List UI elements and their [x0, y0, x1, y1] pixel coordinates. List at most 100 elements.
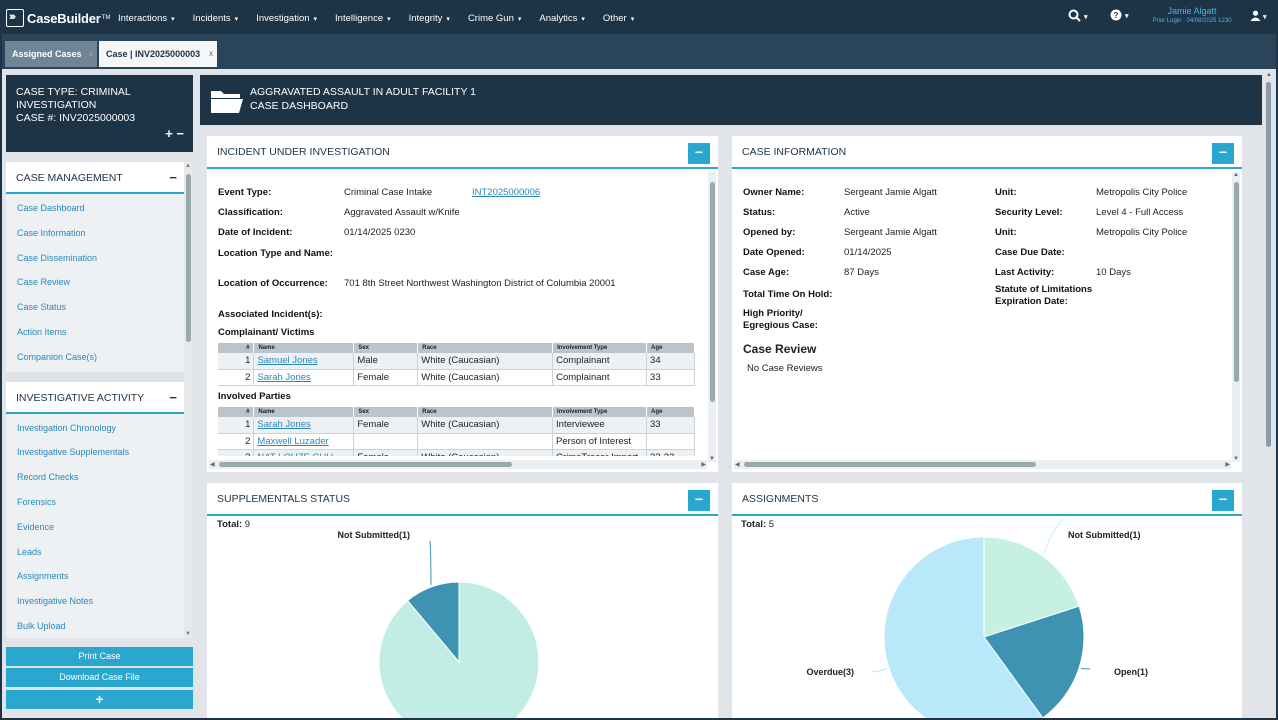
case-management-header[interactable]: CASE MANAGEMENT −	[6, 162, 193, 194]
sidebar-scrollbar[interactable]: ▲ ▼	[184, 162, 193, 638]
cell-type: Complainant	[552, 353, 648, 370]
minimize-button[interactable]: −	[688, 490, 710, 511]
main-scrollbar[interactable]: ▲	[1264, 72, 1274, 718]
sidebar-item-case-review[interactable]: Case Review	[17, 277, 71, 288]
scroll-up-icon[interactable]: ▲	[1266, 72, 1272, 78]
download-case-file-button[interactable]: Download Case File	[6, 668, 193, 687]
person-link[interactable]: Sarah Jones	[257, 419, 311, 431]
folder-icon	[211, 91, 243, 113]
cell-n: 1	[218, 417, 255, 434]
panel-vertical-scrollbar[interactable]: ▲ ▼	[1232, 172, 1240, 462]
case-info-label: Opened by:	[743, 227, 796, 238]
menu-crime-gun[interactable]: Crime Gun ▾	[468, 13, 521, 24]
sidebar-item-forensics[interactable]: Forensics	[17, 496, 57, 507]
menu-label: Interactions	[118, 12, 168, 24]
menu-integrity[interactable]: Integrity ▾	[409, 13, 450, 24]
search-menu[interactable]: ▾	[1068, 9, 1088, 25]
panel-vertical-scrollbar[interactable]: ▼	[708, 172, 716, 462]
person-link[interactable]: Maxwell Luzader	[257, 435, 329, 447]
case-info-label: Case Due Date:	[995, 247, 1065, 258]
case-info-value: Level 4 - Full Access	[1096, 207, 1184, 218]
scroll-right-icon[interactable]: ▶	[701, 462, 706, 468]
person-link[interactable]: Samuel Jones	[257, 355, 318, 367]
pie-slice[interactable]	[983, 536, 1080, 638]
person-link[interactable]: Sarah Jones	[257, 371, 311, 383]
scroll-right-icon[interactable]: ▶	[1225, 462, 1230, 468]
cell-race: White (Caucasian)	[417, 353, 554, 370]
pie-slice[interactable]	[883, 536, 1044, 720]
minimize-button[interactable]: −	[688, 143, 710, 164]
menu-intelligence[interactable]: Intelligence ▾	[335, 13, 391, 24]
cell-sex: Male	[353, 353, 419, 370]
scroll-down-icon[interactable]: ▼	[1233, 456, 1239, 462]
case-info-value: Sergeant Jamie Algatt	[844, 187, 937, 198]
tab-case[interactable]: Case | INV2025000003 x	[99, 41, 217, 67]
sidebar-item-assignments[interactable]: Assignments	[17, 571, 69, 582]
panel-horizontal-scrollbar[interactable]: ◀ ▶	[209, 460, 707, 469]
investigative-activity-header[interactable]: INVESTIGATIVE ACTIVITY −	[6, 381, 193, 414]
cell-name: Samuel Jones	[253, 353, 355, 370]
user-name[interactable]: Jamie Algatt	[1167, 6, 1217, 16]
pie-slice[interactable]	[378, 581, 540, 720]
help-menu[interactable]: ? ▾	[1110, 9, 1129, 24]
collapse-icon[interactable]: −	[169, 170, 177, 185]
sidebar-item-leads[interactable]: Leads	[17, 546, 42, 557]
scroll-down-icon[interactable]: ▼	[709, 456, 715, 462]
scroll-thumb[interactable]	[219, 462, 512, 467]
close-icon[interactable]: x	[89, 49, 93, 58]
add-button[interactable]: +	[6, 690, 193, 709]
scroll-left-icon[interactable]: ◀	[210, 462, 215, 468]
sidebar-item-case-dashboard[interactable]: Case Dashboard	[17, 203, 85, 213]
scroll-thumb[interactable]	[744, 462, 1036, 467]
pie-slice[interactable]	[983, 605, 1085, 718]
tab-label: Case | INV2025000003	[106, 49, 201, 59]
case-info-value: 87 Days	[844, 267, 879, 278]
menu-investigation[interactable]: Investigation ▾	[256, 13, 317, 24]
sidebar-item-investigative-supplementals[interactable]: Investigative Supplementals	[17, 447, 130, 458]
scroll-up-icon[interactable]: ▲	[1233, 172, 1239, 178]
column-header: Age	[646, 407, 695, 417]
sidebar-item-record-checks[interactable]: Record Checks	[17, 472, 79, 483]
prior-login: Prior Login : 04/08/2025 1230	[1152, 18, 1232, 24]
sidebar-item-bulk-upload[interactable]: Bulk Upload	[17, 620, 66, 631]
sidebar-item-case-status[interactable]: Case Status	[17, 302, 67, 313]
case-info-label: Last Activity:	[995, 267, 1055, 278]
tab-assigned-cases[interactable]: Assigned Cases x	[5, 41, 97, 67]
minimize-button[interactable]: −	[1212, 143, 1234, 164]
sidebar-item-companion-case-s[interactable]: Companion Case(s)	[17, 351, 98, 362]
sidebar-item-case-information[interactable]: Case Information	[17, 227, 86, 238]
app-logo[interactable]: ››› CaseBuilder TM	[6, 7, 110, 29]
intake-link[interactable]: INT2025000006	[472, 187, 541, 198]
scroll-thumb[interactable]	[710, 182, 715, 402]
scroll-up-icon[interactable]: ▲	[185, 163, 191, 169]
sidebar-item-investigation-chronology[interactable]: Investigation Chronology	[17, 422, 117, 433]
scroll-left-icon[interactable]: ◀	[735, 462, 740, 468]
minimize-button[interactable]: −	[1212, 490, 1234, 511]
cell-age: 34	[646, 353, 695, 370]
panel-horizontal-scrollbar[interactable]: ◀ ▶	[734, 460, 1231, 469]
user-menu[interactable]: ▾	[1250, 10, 1267, 24]
pie-label: Not Submitted(1)	[1068, 530, 1141, 540]
column-header: Involvement Type	[552, 407, 648, 417]
sidebar-item-action-items[interactable]: Action Items	[17, 326, 67, 337]
sidebar-item-case-dissemination[interactable]: Case Dissemination	[17, 252, 98, 263]
case-info-label: Security Level:	[995, 207, 1063, 218]
scroll-down-icon[interactable]: ▼	[185, 631, 191, 637]
expand-collapse-controls[interactable]: + −	[165, 126, 184, 141]
collapse-icon[interactable]: −	[169, 389, 177, 405]
total-label: Total:	[217, 519, 243, 530]
cell-type: Person of Interest	[552, 433, 648, 450]
sidebar-item-evidence[interactable]: Evidence	[17, 521, 55, 532]
menu-interactions[interactable]: Interactions ▾	[118, 13, 175, 24]
parties-table: # Name Sex Race Involvement Type Age 1 Sarah J…	[218, 407, 695, 466]
menu-other[interactable]: Other ▾	[603, 13, 634, 24]
scroll-thumb[interactable]	[186, 174, 191, 342]
scroll-thumb[interactable]	[1266, 82, 1271, 447]
menu-analytics[interactable]: Analytics ▾	[539, 13, 585, 24]
scroll-thumb[interactable]	[1234, 182, 1239, 382]
sidebar-item-investigative-notes[interactable]: Investigative Notes	[17, 596, 94, 607]
cell-name: Maxwell Luzader	[253, 433, 355, 450]
print-case-button[interactable]: Print Case	[6, 647, 193, 666]
menu-incidents[interactable]: Incidents ▾	[193, 13, 239, 24]
close-icon[interactable]: x	[209, 49, 213, 58]
